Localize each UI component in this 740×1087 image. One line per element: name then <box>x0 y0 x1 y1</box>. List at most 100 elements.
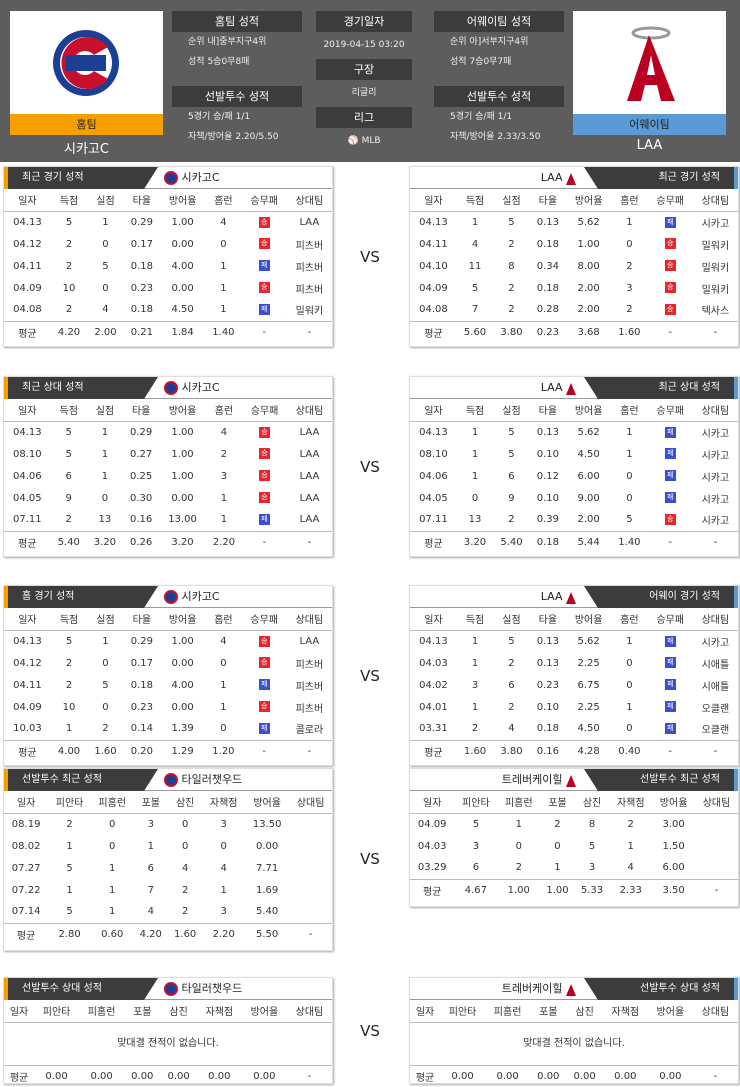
panel-team: 트레버케이힐 <box>502 769 576 791</box>
panel-header: 최근 상대 성적 시카고C <box>4 377 332 399</box>
table-cell: 0.18 <box>536 282 559 294</box>
average-cell: 0.18 <box>529 530 567 553</box>
panel-header: 선발투수 최근 성적 트레버케이힐 <box>410 769 738 791</box>
table-cell: 5 <box>626 514 633 526</box>
venue: 리글리 <box>351 88 377 98</box>
table-cell: 승 <box>242 211 287 233</box>
column-header: 승무패 <box>241 608 287 631</box>
average-cell: 0.21 <box>123 320 161 343</box>
home-pitcher-title: 선발투수 성적 <box>172 86 302 107</box>
table-cell: 5 <box>588 840 596 852</box>
table-header: 일자 득점 실점 타율 방어율 홈런 승무패 상대팀 <box>410 399 738 422</box>
average-cell: - <box>647 320 693 343</box>
table-cell: 피츠버 <box>295 262 324 274</box>
average-cell: 3.80 <box>493 320 530 343</box>
column-header: 실점 <box>87 608 124 631</box>
table-cell <box>289 813 332 835</box>
table-cell: 04.09 <box>13 701 42 713</box>
away-stats-panel: 최근 경기 성적 LAA 일자 득점 실점 타율 방어율 홈런 승무패 상대팀 04.13 1 5 0.… <box>409 166 739 347</box>
table-header: 일자 득점 실점 타율 방어율 홈런 승무패 상대팀 <box>4 608 332 631</box>
panel-team-name: 타일러챗우드 <box>181 773 243 786</box>
table-cell: 13.50 <box>252 818 282 830</box>
table-row: 07.27 5 1 6 4 4 7.71 <box>4 857 332 879</box>
table-row: 04.03 1 2 0.13 2.25 0 패 시애틀 <box>410 652 738 674</box>
table-cell: 0 <box>102 282 109 294</box>
loss-badge: 패 <box>664 723 676 734</box>
table-cell: 4.50 <box>171 304 194 316</box>
table-cell: 04.08 <box>13 304 42 316</box>
average-cell: - <box>692 530 738 553</box>
table-cell: 텍사스 <box>701 306 730 318</box>
stats-table: 일자 피안타 피홈런 포볼 삼진 자책점 방어율 상대팀 맞대결 전적이 없습니다. 평균 0.00… <box>4 1000 332 1087</box>
table-cell: 0.00 <box>171 657 194 669</box>
table-cell: 승 <box>648 509 693 531</box>
table-cell: 피츠버 <box>295 681 324 693</box>
column-header: 피홈런 <box>90 791 134 814</box>
table-cell: 패 <box>648 421 693 443</box>
table-cell: 2.25 <box>577 657 600 669</box>
average-cell: - <box>286 739 332 762</box>
table-cell: 패 <box>242 674 287 696</box>
table-cell: 시카고 <box>701 428 730 440</box>
column-header: 피안타 <box>48 791 91 814</box>
average-cell: 평균 <box>410 878 455 901</box>
table-row: 04.01 1 2 0.10 2.25 1 패 오클랜 <box>410 696 738 718</box>
stats-table: 일자 득점 실점 타율 방어율 홈런 승무패 상대팀 04.13 1 5 0.13 5.62 1 패 시카고 0… <box>410 399 738 553</box>
average-cell: 0.00 <box>647 1064 693 1087</box>
average-row: 평균 5.60 3.80 0.23 3.68 1.60- - <box>410 320 738 343</box>
table-row: 04.03 3 0 0 5 1 1.50 <box>410 835 738 857</box>
average-cell: 1.00 <box>540 878 575 901</box>
win-badge: 승 <box>258 701 270 713</box>
average-cell: 0.60 <box>90 922 134 945</box>
table-cell: 1.00 <box>171 426 194 438</box>
panel-team: 트레버케이힐 <box>502 978 576 1000</box>
table-cell: 0 <box>515 840 522 852</box>
away-era: 2.33/3.50 <box>497 132 541 142</box>
angels-mini-icon <box>566 171 576 185</box>
average-cell: 2.80 <box>48 922 91 945</box>
table-cell: 07.27 <box>11 862 41 874</box>
table-cell: 1 <box>220 701 227 713</box>
column-header: 삼진 <box>566 1000 603 1023</box>
table-cell: 2 <box>220 448 228 460</box>
table-cell: 07.22 <box>11 884 41 896</box>
table-cell: 0.18 <box>130 260 153 272</box>
table-cell: 1 <box>102 635 109 647</box>
table-cell: 11 <box>468 260 482 272</box>
panel-team: LAA <box>541 586 576 608</box>
table-cell: 0 <box>101 492 109 504</box>
table-cell: 1 <box>626 635 633 647</box>
home-stats-panel: 최근 상대 성적 시카고C 일자 득점 실점 타율 방어율 홈런 승무패 상대팀 04.13 5 1 0… <box>3 376 333 557</box>
column-header: 방어율 <box>159 399 206 422</box>
average-cell: 평균 <box>410 739 457 762</box>
table-cell: 07.14 <box>11 906 41 918</box>
average-cell: - <box>692 320 738 343</box>
win-badge: 승 <box>259 470 271 482</box>
loss-badge: 패 <box>259 514 271 525</box>
panel-title: 선발투수 최근 성적 <box>4 769 158 791</box>
table-cell: 2 <box>102 723 109 735</box>
angels-mini-icon <box>566 982 576 996</box>
average-cell: - <box>647 739 693 762</box>
table-cell: 4.50 <box>577 723 600 735</box>
table-cell: 0.17 <box>130 657 153 669</box>
table-cell: 0.13 <box>536 216 559 228</box>
table-cell: 08.10 <box>12 448 42 460</box>
table-cell: 2 <box>508 282 515 294</box>
table-cell: 08.19 <box>11 818 41 830</box>
panel-team-name: 트레버케이힐 <box>501 773 563 786</box>
table-cell: 패 <box>648 696 693 718</box>
win-badge: 승 <box>664 304 676 315</box>
no-data-message: 맞대결 전적이 없습니다. <box>523 1037 625 1049</box>
away-stats-panel: 최근 상대 성적 LAA 일자 득점 실점 타율 방어율 홈런 승무패 상대팀 04.13 1 5 0.… <box>409 376 739 557</box>
table-cell: 0.34 <box>536 260 559 272</box>
no-data-row: 맞대결 전적이 없습니다. <box>410 1022 738 1065</box>
table-cell: 3 <box>220 470 228 482</box>
table-cell: 0 <box>626 679 633 691</box>
table-cell: 5 <box>65 635 73 647</box>
table-cell: 6.00 <box>577 470 600 482</box>
panel-header: 어웨이 경기 성적 LAA <box>410 586 738 608</box>
loss-badge: 패 <box>664 492 676 504</box>
home-pitcher-box: 선발투수 성적 5경기 승/패 1/1 자책/방어율 2.20/5.50 <box>172 86 302 147</box>
table-cell: 승 <box>242 233 287 255</box>
